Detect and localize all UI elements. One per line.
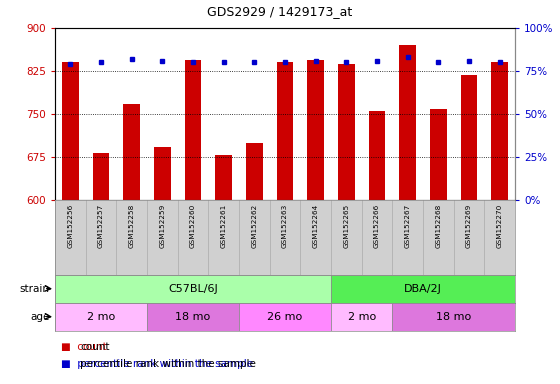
Bar [430,109,447,200]
Text: C57BL/6J: C57BL/6J [168,284,218,294]
Text: age: age [30,312,49,322]
Text: GSM152261: GSM152261 [221,204,227,248]
Bar [185,60,202,200]
Bar [55,275,331,303]
Text: GSM152256: GSM152256 [67,204,73,248]
Bar [368,111,385,200]
Bar [277,62,293,200]
Text: GSM152262: GSM152262 [251,204,258,248]
Bar [331,275,515,303]
Text: 18 mo: 18 mo [175,312,211,322]
Text: GSM152265: GSM152265 [343,204,349,248]
Bar [239,303,331,331]
Text: GSM152258: GSM152258 [129,204,134,248]
Bar [491,62,508,200]
Text: GDS2929 / 1429173_at: GDS2929 / 1429173_at [207,5,353,18]
Text: GSM152266: GSM152266 [374,204,380,248]
Text: percentile rank within the sample: percentile rank within the sample [80,359,256,369]
Text: 26 mo: 26 mo [267,312,302,322]
Bar [62,62,79,200]
Text: GSM152267: GSM152267 [405,204,410,248]
Text: strain: strain [20,284,49,294]
Bar [338,63,355,200]
Bar [92,153,109,200]
Text: GSM152260: GSM152260 [190,204,196,248]
Bar [55,303,147,331]
Text: ■  count: ■ count [60,342,106,352]
Text: GSM152269: GSM152269 [466,204,472,248]
Text: count: count [80,342,110,352]
Text: GSM152264: GSM152264 [312,204,319,248]
Text: GSM152268: GSM152268 [435,204,441,248]
Text: 18 mo: 18 mo [436,312,472,322]
Text: GSM152270: GSM152270 [497,204,503,248]
Text: 2 mo: 2 mo [348,312,376,322]
Bar [123,104,140,200]
Text: GSM152259: GSM152259 [160,204,165,248]
Bar [460,75,478,200]
Text: ■  percentile rank within the sample: ■ percentile rank within the sample [60,359,253,369]
Bar [307,60,324,200]
Bar [215,155,232,200]
Bar [154,147,171,200]
Bar [246,143,263,200]
Text: GSM152263: GSM152263 [282,204,288,248]
Text: DBA/2J: DBA/2J [404,284,442,294]
Text: GSM152257: GSM152257 [98,204,104,248]
Text: 2 mo: 2 mo [87,312,115,322]
Bar [393,303,515,331]
Bar [399,45,416,200]
Bar [331,303,393,331]
Bar [147,303,239,331]
